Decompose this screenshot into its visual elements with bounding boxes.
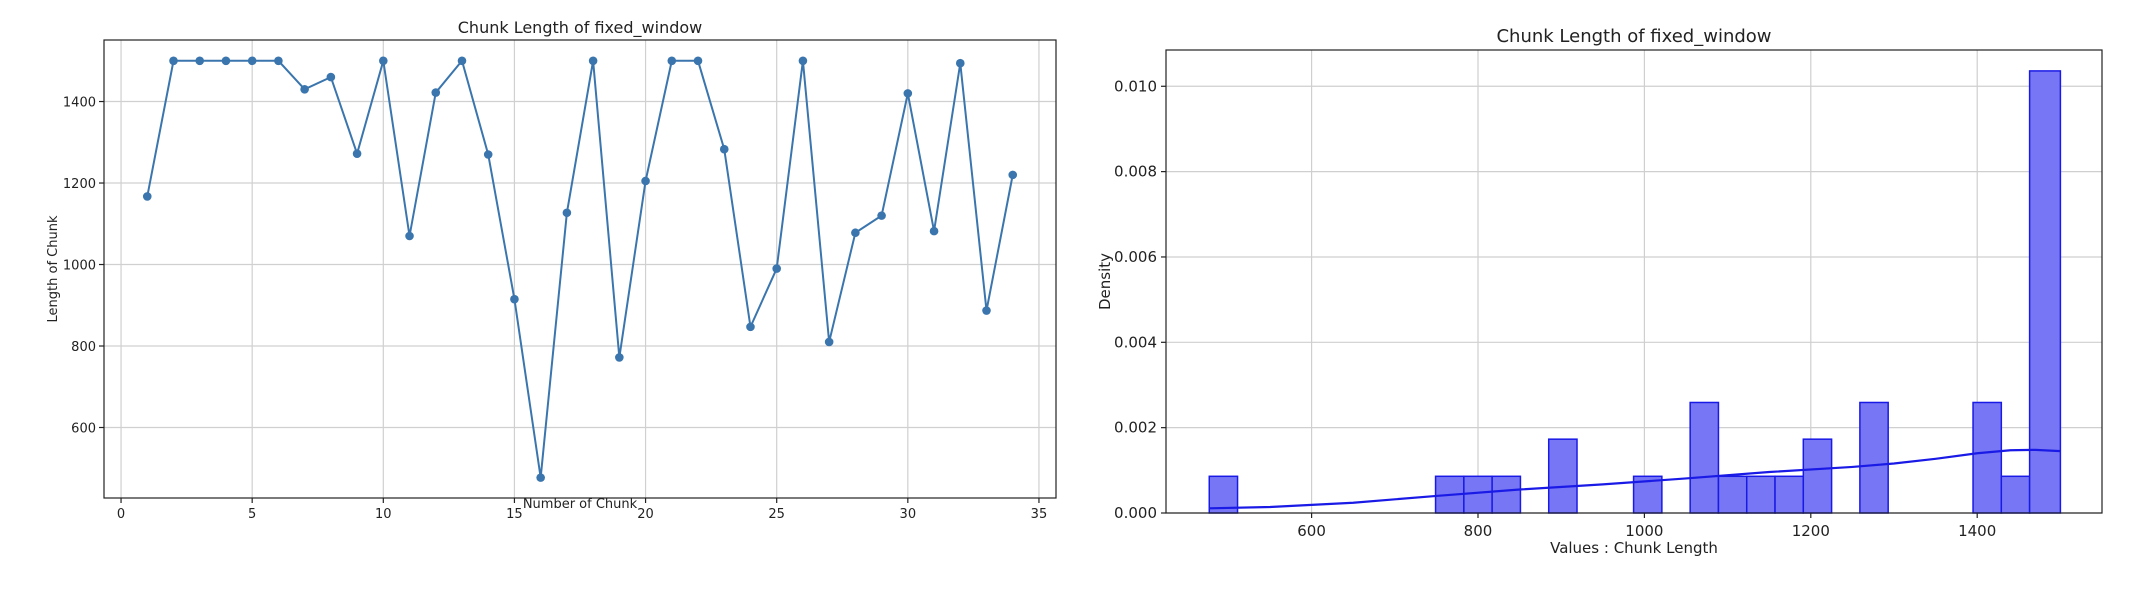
chart-title: Chunk Length of fixed_window [458,18,702,38]
y-tick-label: 0.002 [1114,419,1157,437]
data-point [982,306,991,315]
data-point [824,337,834,347]
data-point [746,322,755,332]
series-line [146,58,1014,478]
x-tick-label: 1400 [1958,522,1996,540]
data-point [562,208,572,218]
data-point [641,176,650,186]
histogram-bar [1717,475,1748,514]
histogram-bar [1802,438,1833,514]
histogram-bar [1859,401,1889,514]
x-tick-label: 800 [1464,522,1493,540]
y-tick-label: 1400 [63,96,96,111]
data-point [798,56,808,66]
x-tick-label: 1000 [1625,522,1663,540]
data-point [247,56,257,66]
histogram-bar [1491,475,1522,514]
y-axis-label: Density [1096,253,1114,310]
chart-title: Chunk Length of fixed_window [1496,26,1771,47]
data-point [169,56,178,66]
data-point [851,228,860,238]
data-point [1008,170,1018,180]
data-point [929,226,939,236]
histogram-bar [2000,475,2031,514]
y-tick-label: 0.004 [1114,333,1157,351]
data-point [955,58,965,68]
data-point [615,353,624,362]
data-point [667,56,677,66]
plot-frame [103,39,1057,499]
histogram-bar [1774,475,1805,514]
data-point [772,264,781,273]
data-point [326,72,336,82]
y-tick-label: 1200 [63,177,96,192]
x-axis-label: Number of Chunk [523,497,638,512]
x-tick-label: 20 [637,507,654,522]
kde-line [1209,448,2061,510]
histogram-bar [1689,401,1720,514]
y-tick-label: 800 [71,340,96,355]
x-tick-label: 15 [506,507,523,522]
data-point [693,56,703,66]
y-axis-label: Length of Chunk [46,215,61,322]
x-tick-label: 1200 [1792,522,1830,540]
histogram-bar [1972,401,2003,514]
histogram-bar [1463,475,1493,514]
x-tick-label: 25 [768,507,785,522]
data-point [457,56,467,66]
data-point [195,56,205,66]
data-point [221,56,231,66]
data-point [510,294,519,304]
data-point [536,473,545,482]
histogram-bar [2028,70,2062,514]
x-tick-label: 5 [248,507,256,522]
x-tick-label: 10 [375,507,392,522]
y-tick-label: 0.008 [1114,163,1157,181]
data-point [903,89,913,98]
data-point [379,56,388,66]
data-point [274,56,283,66]
data-point [352,149,362,158]
data-point [431,88,441,97]
data-point [142,192,152,201]
data-point [300,85,309,94]
data-point [405,231,414,241]
histogram-bar [1745,475,1776,514]
x-tick-label: 0 [117,507,125,522]
y-tick-label: 0.006 [1114,248,1157,266]
y-tick-label: 1000 [63,259,96,274]
data-point [483,150,493,159]
y-tick-label: 600 [71,422,96,437]
data-point [877,211,886,220]
x-tick-label: 35 [1031,507,1048,522]
x-axis-label: Values : Chunk Length [1550,539,1718,557]
histogram-bar [1547,438,1578,514]
data-point [719,144,729,154]
plot-frame [1165,49,2103,514]
x-tick-label: 600 [1297,522,1326,540]
y-tick-label: 0.000 [1114,504,1157,522]
y-tick-label: 0.010 [1114,77,1157,95]
data-point [588,56,598,66]
x-tick-label: 30 [900,507,917,522]
